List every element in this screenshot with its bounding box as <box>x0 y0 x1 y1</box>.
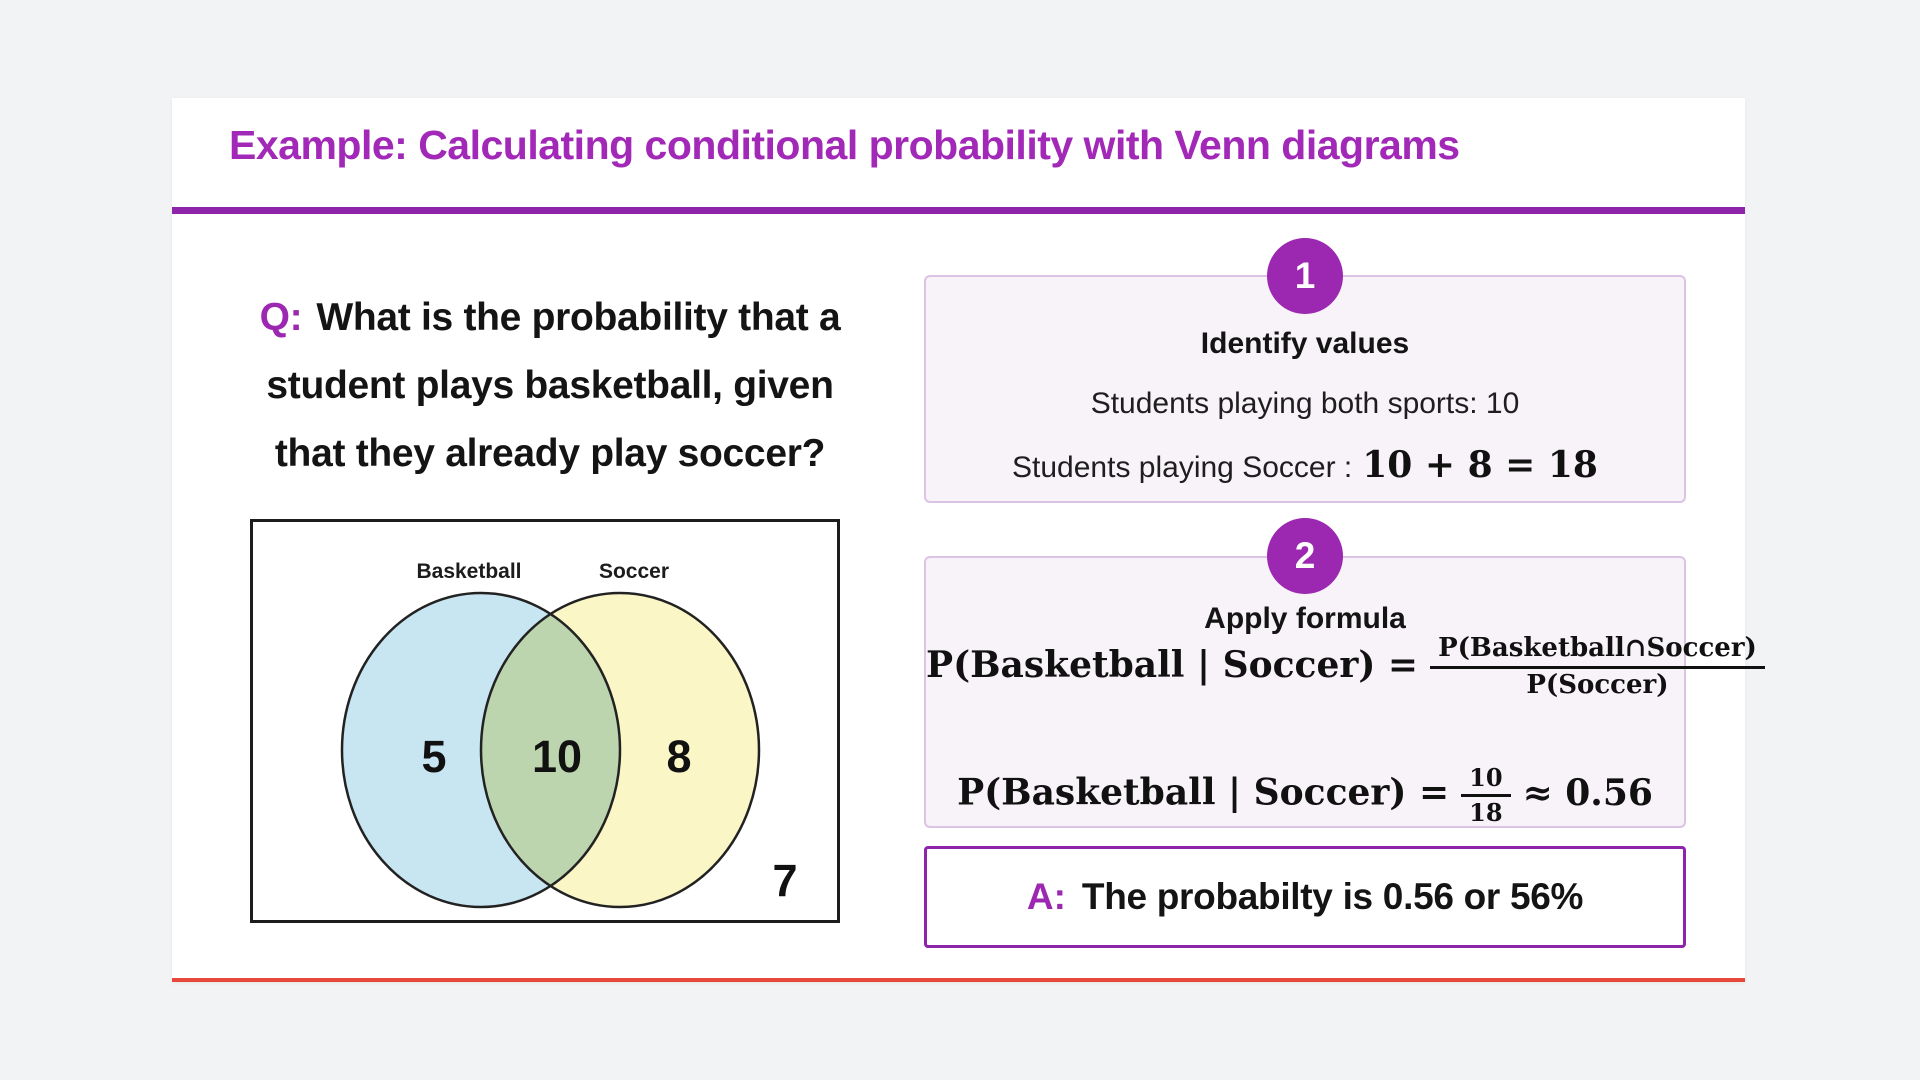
formula-2-result: ≈ 0.56 <box>1522 771 1653 814</box>
step-1-box: Identify values Students playing both sp… <box>924 275 1686 503</box>
step-1-line-1: Students playing both sports: 10 <box>1090 387 1520 420</box>
conditional-probability-formula: P(Basketball | Soccer) = P(Basketball∩Soc… <box>926 633 1765 701</box>
formula-1-denominator: P(Soccer) <box>1430 665 1765 701</box>
slide-card: Example: Calculating conditional probabi… <box>172 98 1765 982</box>
step-2-badge: 2 <box>1267 518 1343 594</box>
soccer-only-value: 8 <box>666 731 691 782</box>
step-1-line-2: Students playing Soccer : 10 + 8 = 18 <box>1012 443 1598 490</box>
step-1-line-2-math: 10 + 8 = 18 <box>1362 444 1598 486</box>
soccer-label: Soccer <box>599 560 669 583</box>
venn-diagram-svg: Basketball Soccer 5 10 8 7 <box>340 560 798 909</box>
venn-diagram-frame: Basketball Soccer 5 10 8 7 <box>250 519 840 923</box>
soccer-circle-outline <box>479 591 761 909</box>
step-1-heading: Identify values <box>1200 327 1410 360</box>
question-line-2: student plays basketball, given <box>266 364 834 407</box>
formula-2-lhs: P(Basketball | Soccer) = <box>957 771 1450 814</box>
step-1-badge: 1 <box>1267 238 1343 314</box>
step-2-heading: Apply formula <box>1204 602 1406 635</box>
calculation-result-formula: P(Basketball | Soccer) = 10 18 ≈ 0.56 <box>926 764 1684 826</box>
slide-title: Example: Calculating conditional probabi… <box>229 122 1460 168</box>
formula-1-fraction: P(Basketball∩Soccer) P(Soccer) <box>1430 633 1765 701</box>
step-1-number: 1 <box>1294 255 1316 296</box>
outside-value: 7 <box>772 855 797 906</box>
formula-2-denominator: 18 <box>1461 793 1511 827</box>
step-1-line-2-text: Students playing Soccer : <box>1012 451 1353 484</box>
question-prefix: Q: <box>259 296 303 339</box>
basketball-label: Basketball <box>416 560 521 583</box>
question-line-1-text: What is the probability that a <box>316 296 841 339</box>
overlap-region <box>481 593 620 907</box>
formula-1-lhs: P(Basketball | Soccer) = <box>926 643 1419 686</box>
formula-2-numerator: 10 <box>1469 763 1503 792</box>
step-2-box: Apply formula P(Basketball | Soccer) = P(… <box>924 556 1765 828</box>
overlap-value: 10 <box>532 731 582 782</box>
step-2-number: 2 <box>1294 535 1316 576</box>
formula-2-fraction: 10 18 <box>1461 763 1511 827</box>
question-block: Q: What is the probability that a student… <box>227 284 873 488</box>
answer-box: A: The probabilty is 0.56 or 56% <box>924 846 1686 948</box>
answer-prefix: A: <box>1026 876 1066 917</box>
question-line-1: Q: What is the probability that a <box>227 284 873 352</box>
question-line-3: that they already play soccer? <box>274 432 826 475</box>
title-divider <box>172 207 1745 214</box>
basketball-circle-outline <box>340 591 622 909</box>
answer-text: The probabilty is 0.56 or 56% <box>1081 876 1584 917</box>
formula-1-numerator: P(Basketball∩Soccer) <box>1438 633 1757 663</box>
basketball-only-value: 5 <box>421 731 446 782</box>
